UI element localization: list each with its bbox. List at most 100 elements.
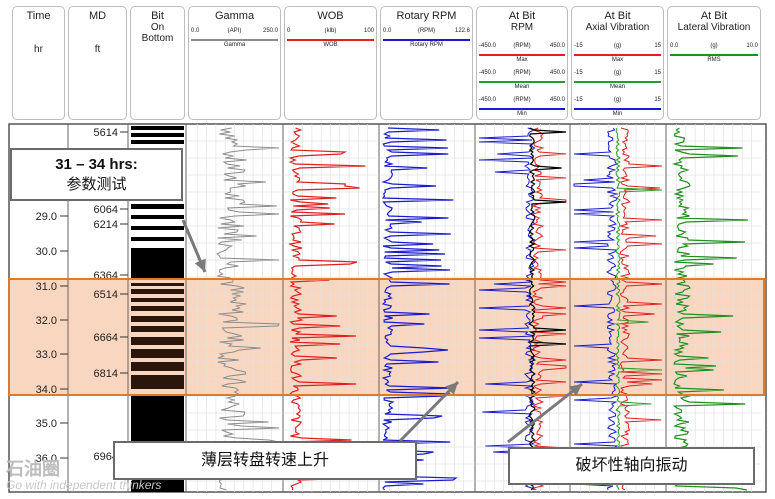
axial-scale-min: -15 (g) 15	[574, 97, 661, 105]
axial-min-min: -15	[574, 97, 583, 103]
lateral-min: 0.0	[670, 43, 679, 49]
bit-on-bottom-bar	[131, 283, 184, 286]
arrow-axial-vibration-head	[568, 384, 582, 397]
lateral-unit: (g)	[710, 43, 718, 49]
gamma-sub: Gamma	[223, 42, 246, 48]
header-time: Time hr	[12, 6, 65, 120]
md-tick-label: 6664	[94, 332, 118, 344]
axial-mean-max: 15	[654, 70, 661, 76]
header-md: MD ft	[68, 6, 127, 120]
time-tick-label: 34.0	[36, 384, 57, 396]
atbit-rpm-scale-mean: -450.0 (RPM) 450.0	[479, 70, 565, 78]
header-axial-title-1: At Bit	[604, 10, 631, 22]
atbit-rpm-max-max: 450.0	[549, 43, 565, 49]
rpm-sub: Rotary RPM	[410, 42, 443, 48]
rpm-unit: (RPM)	[417, 28, 436, 34]
axial-max-max: 15	[654, 43, 661, 49]
lateral-max: 10.0	[746, 43, 758, 49]
axial-scale-mean: -15 (g) 15	[574, 70, 661, 78]
md-tick-label: 6514	[94, 289, 118, 301]
header-axial-title-2: Axial Vibration	[585, 22, 650, 33]
bit-on-bottom-bar	[131, 326, 184, 332]
axial-mean-unit: (g)	[613, 70, 622, 76]
header-time-unit: hr	[34, 44, 43, 55]
gamma-trace	[215, 127, 280, 491]
header-bit-title-2: On	[150, 22, 165, 33]
callout-axial-vibration-text: 破坏性轴向振动	[575, 457, 688, 474]
axial-min-line	[574, 108, 661, 110]
gamma-legend-line	[191, 39, 278, 41]
axial-min-trace	[573, 127, 619, 491]
atbit-rpm-min-unit: (RPM)	[513, 97, 531, 103]
time-tick-label: 35.0	[36, 418, 57, 430]
header-bit-title-3: Bottom	[141, 33, 174, 44]
axial-max-min: -15	[574, 43, 583, 49]
axial-mean-line	[574, 81, 661, 83]
arrow-thin-layer-head	[445, 382, 458, 395]
axial-mean-min: -15	[574, 70, 583, 76]
md-tick-label: 5614	[94, 127, 118, 139]
atbit-rpm-mean-trace	[527, 127, 567, 491]
md-tick-label: 6814	[94, 368, 118, 380]
axial-max-label: Max	[611, 57, 624, 63]
lateral-scale: 0.0 (g) 10.0	[670, 43, 758, 51]
axial-max-line	[574, 54, 661, 56]
axial-min-unit: (g)	[613, 97, 622, 103]
arrow-thin-layer	[398, 380, 460, 443]
callout-test-period-line1: 31 – 34 hrs:	[55, 156, 138, 173]
time-tick-label: 29.0	[36, 211, 57, 223]
time-tick-label: 30.0	[36, 246, 57, 258]
header-md-unit: ft	[94, 44, 101, 55]
header-gamma: Gamma 0.0 (API) 250.0 Gamma	[188, 6, 281, 120]
atbit-rpm-min-max: 450.0	[549, 97, 565, 103]
atbit-rpm-max-trace	[531, 127, 567, 491]
atbit-rpm-mean-label: Mean	[514, 84, 530, 90]
header-wob-title: WOB	[317, 10, 344, 22]
time-tick-label: 36.0	[36, 453, 57, 465]
lateral-legend-line	[670, 54, 758, 56]
axial-min-label: Min	[612, 111, 623, 117]
atbit-rpm-max-min: -450.0	[479, 43, 497, 49]
bit-on-bottom-bar	[131, 133, 184, 137]
bit-on-bottom-bar	[131, 316, 184, 322]
atbit-rpm-min-label: Min	[517, 111, 527, 117]
header-bit-title-1: Bit	[151, 10, 164, 22]
time-tick-label: 31.0	[36, 281, 57, 293]
bit-on-bottom-bar	[131, 126, 184, 130]
time-tick-label: 32.0	[36, 315, 57, 327]
atbit-rpm-min-line	[479, 108, 565, 110]
arrow-axial-vibration	[507, 382, 583, 444]
rotary-rpm-trace	[381, 127, 458, 491]
atbit-rpm-mean-unit: (RPM)	[513, 70, 531, 76]
header-lateral-vibration: At Bit Lateral Vibration 0.0 (g) 10.0 RM…	[667, 6, 761, 120]
callout-thin-layer-rpm-text: 薄层转盘转速上升	[200, 452, 329, 469]
axial-max-trace	[618, 127, 663, 491]
wob-legend-line	[287, 39, 374, 41]
highlight-border	[8, 278, 765, 396]
callout-axial-vibration: 破坏性轴向振动	[508, 447, 755, 485]
watermark-tagline: Go with independent thinkers	[6, 478, 162, 492]
bit-on-bottom-bar	[131, 306, 184, 311]
wob-sub: WOB	[323, 42, 338, 48]
header-atbit-rpm-title-1: At Bit	[508, 10, 536, 22]
wob-max: 100	[363, 28, 374, 34]
bit-on-bottom-bar	[131, 289, 184, 294]
header-axial-vibration: At Bit Axial Vibration -15 (g) 15 Max -1…	[571, 6, 664, 120]
header-gamma-title: Gamma	[214, 10, 255, 22]
header-lateral-title-1: At Bit	[700, 10, 728, 22]
bit-on-bottom-bar	[131, 298, 184, 302]
atbit-rpm-mean-max: 450.0	[549, 70, 565, 76]
bit-on-bottom-bar	[131, 349, 184, 358]
callout-test-period-line2: 参数测试	[66, 176, 127, 193]
axial-mean-label: Mean	[609, 84, 625, 90]
rpm-scale: 0.0 (RPM) 122.6	[383, 28, 470, 36]
header-time-title: Time	[26, 10, 51, 22]
header-atbit-rpm: At Bit RPM -450.0 (RPM) 450.0 Max -450.0…	[476, 6, 568, 120]
bit-on-bottom-bar	[131, 215, 184, 219]
lateral-sub: RMS	[707, 57, 721, 63]
atbit-rpm-scale-min: -450.0 (RPM) 450.0	[479, 97, 565, 105]
md-tick-label: 6964	[94, 451, 118, 463]
wob-min: 0	[287, 28, 291, 34]
bit-on-bottom-bar	[131, 248, 184, 278]
